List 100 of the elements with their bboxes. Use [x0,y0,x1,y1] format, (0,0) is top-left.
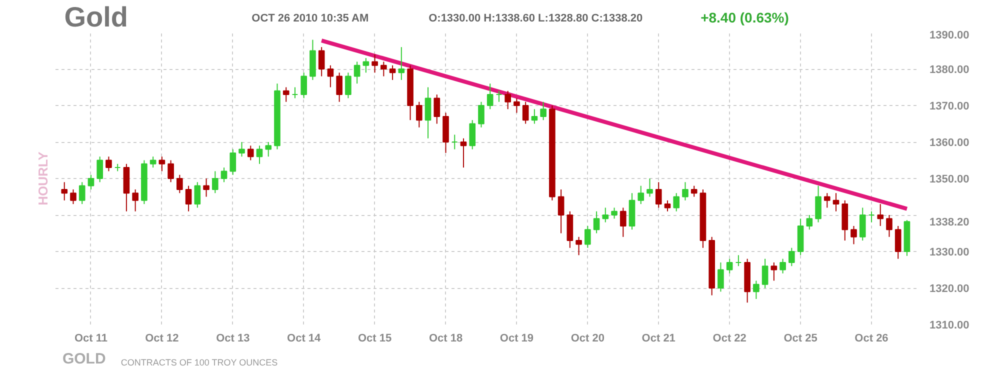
candlestick [486,83,494,110]
candlestick [514,98,520,114]
candlestick [389,64,396,80]
candlestick [611,207,618,220]
y-tick-label: 1330.00 [930,246,970,258]
text: +8.40 (0.63%) [700,10,789,26]
candlestick [230,148,236,176]
candlestick [61,182,68,201]
candlestick [256,145,263,164]
text: CONTRACTS OF 100 TROY OUNCES [120,358,278,367]
candlestick [203,178,210,198]
candlestick [194,182,201,208]
candlestick [354,61,360,84]
candlestick [460,138,467,168]
text: O:1330.00 H:1338.60 L:1328.80 C:1338.20 [428,12,643,24]
candlestick [850,225,857,245]
candlestick [416,101,422,128]
candlestick [345,72,352,99]
candlestick [212,170,218,194]
y-tick-label: 1338.20 [930,216,970,229]
candlestick [620,207,626,238]
candlestick [770,262,778,282]
candlestick [886,214,892,238]
x-tick-label: Oct 13 [216,332,250,344]
candlestick [753,280,760,300]
candlestick [558,188,564,234]
candlestick [602,207,609,223]
candlestick [531,108,538,124]
candlestick [832,192,840,212]
candlestick [247,145,254,161]
y-tick-label: 1390.00 [930,30,970,42]
candlestick [336,72,342,102]
candlestick [540,101,546,121]
candlestick [815,185,822,223]
candlestick [780,258,786,274]
x-tick-label: Oct 20 [570,332,604,344]
y-tick-label: 1360.00 [930,137,970,149]
candlestick [292,86,298,99]
candlestick [282,86,290,102]
text: GOLD [62,350,106,367]
candlestick [638,185,644,205]
candlestick [824,192,830,208]
candlestick [176,174,183,194]
y-tick-label: 1350.00 [930,174,970,186]
candlestick [726,258,733,274]
candlestick [300,72,308,99]
y-tick-label: 1370.00 [930,100,970,112]
candlestick [451,134,458,150]
candlestick [362,58,370,74]
candlestick [522,101,529,124]
candlestick [682,182,688,201]
candlestick [238,142,245,158]
chart-title: Gold [64,2,128,32]
x-tick-label: Oct 14 [287,332,322,344]
candlestick [806,214,813,230]
x-tick-label: Oct 19 [500,332,534,344]
candlestick [88,174,94,190]
candlestick [673,192,680,212]
candlestick [762,258,768,288]
x-tick-label: Oct 15 [358,332,392,344]
candlestick [106,156,112,172]
candlestick [434,94,440,124]
candlestick [593,210,600,234]
chart-subtitle: OCT 26 2010 10:35 AM [252,12,369,24]
x-tick-label: Oct 12 [145,332,179,344]
candlestick [150,156,156,168]
candlestick [478,101,484,128]
candlestick [469,120,476,150]
candlestick [735,254,742,267]
y-axis-title: HOURLY [36,151,50,206]
candlestick [327,64,334,88]
candlestick [859,207,866,242]
candlestick [220,167,228,183]
candlestick [318,46,325,77]
candlestick [372,54,378,74]
candlestick [718,262,724,292]
candlestick [78,182,86,205]
y-tick-label: 1320.00 [930,283,970,295]
x-tick-label: Oct 25 [784,332,818,344]
candlestick [185,185,192,212]
candlestick [504,90,512,110]
candlestick [664,200,671,212]
x-tick-label: Oct 18 [428,332,463,344]
candlestick [690,185,698,198]
candlestick [894,225,902,260]
x-tick-label: Oct 22 [712,332,746,344]
x-tick-label: Oct 21 [642,332,676,344]
candlestick [96,156,104,183]
candlestick [877,204,884,226]
candlestick [646,178,653,198]
candlestick [496,90,502,102]
candlestick [168,160,174,183]
candlestick [868,210,875,223]
candlestick [788,247,795,267]
y-tick-label: 1380.00 [930,64,970,76]
candlestick [584,225,591,248]
candlestick [132,188,138,212]
y-tick-label: 1310.00 [930,320,970,332]
candlestick [265,142,272,158]
candlestick [655,182,662,208]
